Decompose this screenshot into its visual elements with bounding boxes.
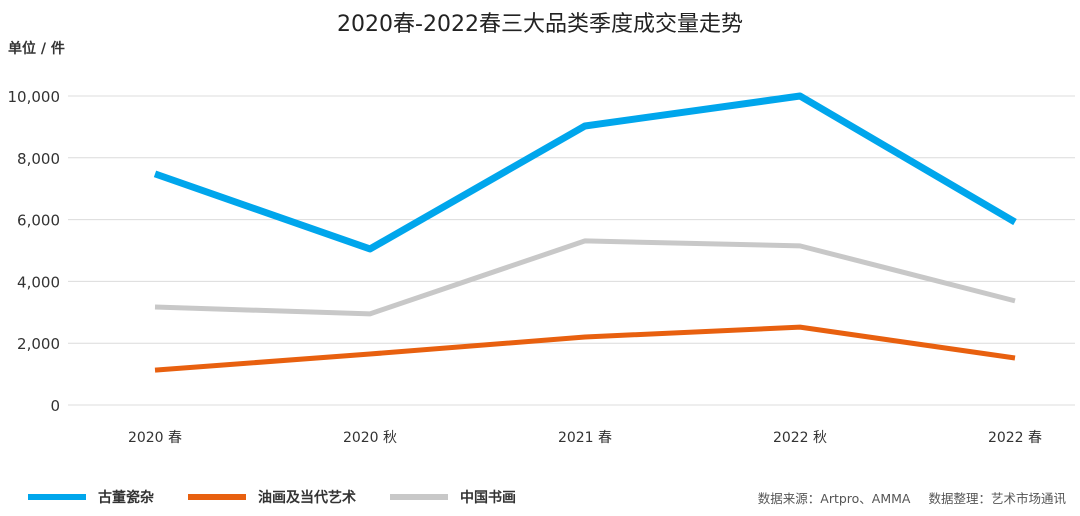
legend-label: 油画及当代艺术	[258, 490, 356, 506]
x-tick-label: 2021 春	[558, 430, 612, 446]
series-line-1	[154, 324, 1016, 373]
y-tick-label: 4,000	[17, 273, 60, 291]
x-tick-label: 2020 春	[128, 430, 182, 446]
x-tick-label: 2022 秋	[773, 430, 827, 446]
legend-label: 古董瓷杂	[98, 490, 154, 506]
y-tick-label: 6,000	[17, 212, 60, 230]
legend: 古董瓷杂 油画及当代艺术 中国书画	[28, 487, 550, 507]
x-tick-label: 2022 春	[988, 430, 1042, 446]
x-tick-label: 2020 秋	[343, 430, 397, 446]
source-note: 数据来源：Artpro、AMMA 数据整理：艺术市场通讯	[740, 488, 1066, 507]
data-compiler: 数据整理：艺术市场通讯	[928, 491, 1066, 506]
data-source: 数据来源：Artpro、AMMA	[757, 491, 911, 506]
y-axis-label: 单位 / 件	[8, 41, 65, 57]
chart-title: 2020春-2022春三大品类季度成交量走势	[337, 12, 743, 37]
series-line-2	[154, 238, 1016, 317]
legend-swatch	[390, 494, 448, 500]
legend-swatch	[28, 494, 86, 500]
y-tick-label: 0	[50, 397, 60, 415]
legend-item: 古董瓷杂	[28, 487, 154, 507]
y-tick-label: 8,000	[17, 150, 60, 168]
legend-item: 油画及当代艺术	[188, 487, 356, 507]
y-tick-label: 10,000	[8, 88, 61, 106]
legend-swatch	[188, 494, 246, 500]
y-tick-label: 2,000	[17, 335, 60, 353]
legend-label: 中国书画	[460, 490, 516, 506]
legend-item: 中国书画	[390, 487, 516, 507]
series-line-0	[153, 92, 1017, 253]
